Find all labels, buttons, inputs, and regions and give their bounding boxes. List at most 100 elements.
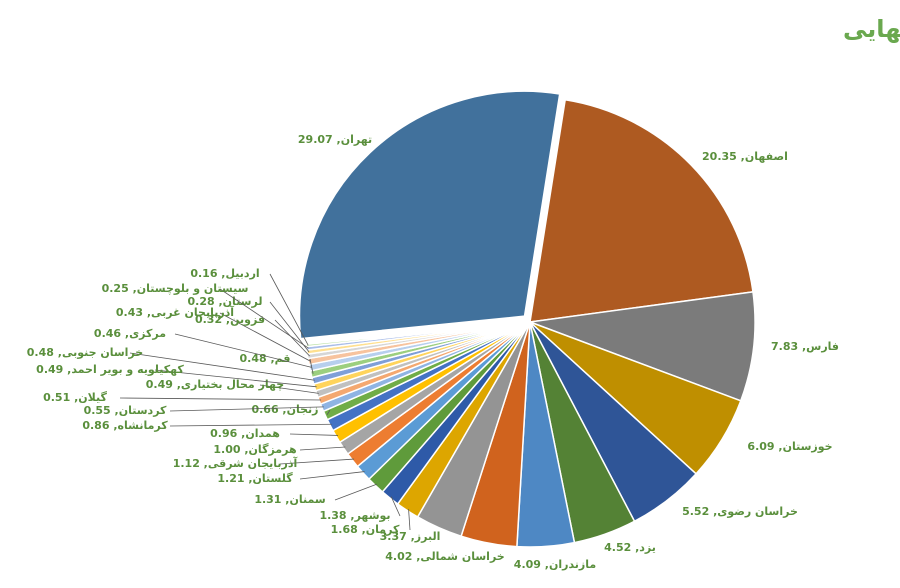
data-label: بوشهر, 1.38 — [319, 509, 390, 522]
label-value: 0.48 — [240, 352, 267, 365]
label-separator: , — [798, 340, 806, 353]
data-label: سمنان, 1.31 — [254, 493, 325, 506]
label-category: کرمانشاه — [118, 419, 169, 432]
data-label: هرمزگان, 1.00 — [213, 443, 296, 456]
label-value: 1.31 — [254, 493, 281, 506]
data-label: تهران, 29.07 — [298, 133, 372, 146]
label-value: 0.49 — [146, 378, 173, 391]
label-separator: , — [737, 150, 745, 163]
data-labels: اصفهان, 20.35 فارس, 7.83 خوزستان, 6.09 خراس… — [27, 133, 839, 571]
label-value: 1.12 — [173, 457, 200, 470]
label-separator: , — [267, 352, 275, 365]
label-category: هرمزگان — [249, 443, 297, 456]
label-category: خراسان جنوبی — [62, 346, 143, 359]
label-separator: , — [129, 282, 137, 295]
label-value: 5.52 — [682, 505, 709, 518]
label-category: تهران — [341, 133, 372, 146]
label-category: قم — [275, 352, 291, 365]
label-category: زنجان — [287, 403, 319, 416]
label-value: 0.55 — [84, 404, 111, 417]
label-separator: , — [200, 457, 208, 470]
data-label: خراسان جنوبی, 0.48 — [27, 346, 143, 359]
label-category: گلستان — [253, 472, 294, 485]
data-label: مرکزی, 0.46 — [94, 327, 166, 340]
data-label: قزوین, 0.32 — [195, 313, 265, 326]
label-value: 7.83 — [771, 340, 798, 353]
label-value: 1.68 — [331, 523, 358, 536]
leader-line — [269, 301, 310, 353]
data-label: کرمانشاه, 0.86 — [82, 419, 168, 432]
label-value: 29.07 — [298, 133, 333, 146]
label-category: همدان — [245, 427, 280, 440]
label-category: فارس — [806, 340, 839, 353]
label-separator: , — [709, 505, 717, 518]
label-separator: , — [111, 404, 119, 417]
leader-line — [390, 496, 401, 517]
label-separator: , — [412, 550, 420, 563]
label-category: چهار محال بختیاری — [181, 378, 284, 391]
pie-slice — [529, 98, 754, 323]
label-value: 0.46 — [94, 327, 121, 340]
leader-line — [279, 458, 355, 465]
label-category: سیستان و بلوچستان — [137, 282, 249, 295]
label-category: گیلان — [78, 391, 107, 404]
data-label: گلستان, 1.21 — [217, 472, 293, 485]
label-value: 3.37 — [380, 530, 407, 543]
label-value: 4.52 — [604, 541, 631, 554]
label-category: سمنان — [289, 493, 325, 506]
label-category: کرمان — [366, 523, 400, 536]
label-category: کردستان — [119, 404, 167, 417]
label-category: اردبیل — [225, 267, 259, 280]
label-value: 0.49 — [36, 363, 63, 376]
label-separator: , — [63, 363, 71, 376]
label-category: خراسان رضوی — [717, 505, 798, 518]
data-label: یزد, 4.52 — [604, 541, 656, 554]
chart-title: سهم استان ها از فروش نهایی — [843, 15, 900, 43]
data-label: سیستان و بلوچستان, 0.25 — [102, 282, 249, 295]
data-label: آذربایجان غربی, 0.43 — [116, 305, 234, 319]
data-label: خراسان رضوی, 5.52 — [682, 505, 798, 518]
data-label: زنجان, 0.66 — [251, 403, 318, 416]
data-label: آذربایجان شرقی, 1.12 — [173, 456, 298, 470]
label-separator: , — [631, 541, 639, 554]
label-separator: , — [70, 391, 78, 404]
label-separator: , — [215, 295, 223, 308]
label-value: 1.21 — [217, 472, 244, 485]
label-value: 0.43 — [116, 306, 143, 319]
label-category: کهکیلویه و بویر احمد — [71, 363, 184, 376]
label-separator: , — [245, 472, 253, 485]
leader-line — [309, 358, 314, 374]
leader-line — [129, 352, 315, 381]
label-separator: , — [241, 443, 249, 456]
label-value: 0.28 — [188, 295, 215, 308]
leader-line — [169, 406, 324, 412]
label-value: 0.16 — [190, 267, 217, 280]
data-label: مازندران, 4.09 — [514, 558, 596, 571]
data-label: البرز, 3.37 — [380, 530, 441, 543]
leader-line — [334, 483, 378, 501]
leader-line — [299, 471, 365, 480]
pie-slice — [529, 291, 756, 402]
leader-line — [259, 384, 319, 394]
leader-line — [169, 423, 332, 427]
label-category: خراسان شمالی — [420, 550, 504, 563]
leader-line — [326, 409, 331, 415]
data-label: خوزستان, 6.09 — [747, 440, 832, 453]
label-value: 0.66 — [251, 403, 278, 416]
label-category: خوزستان — [783, 440, 833, 453]
leader-line — [219, 312, 311, 362]
label-separator: , — [173, 378, 181, 391]
data-label: اصفهان, 20.35 — [702, 150, 788, 163]
label-separator: , — [281, 493, 289, 506]
leader-line — [299, 446, 346, 451]
data-label: لرستان, 0.28 — [188, 295, 263, 308]
label-value: 0.86 — [82, 419, 109, 432]
data-label: کردستان, 0.55 — [84, 404, 167, 417]
data-label: همدان, 0.96 — [210, 427, 280, 440]
label-value: 6.09 — [747, 440, 774, 453]
label-separator: , — [237, 427, 245, 440]
label-value: 1.38 — [319, 509, 346, 522]
label-separator: , — [121, 327, 129, 340]
